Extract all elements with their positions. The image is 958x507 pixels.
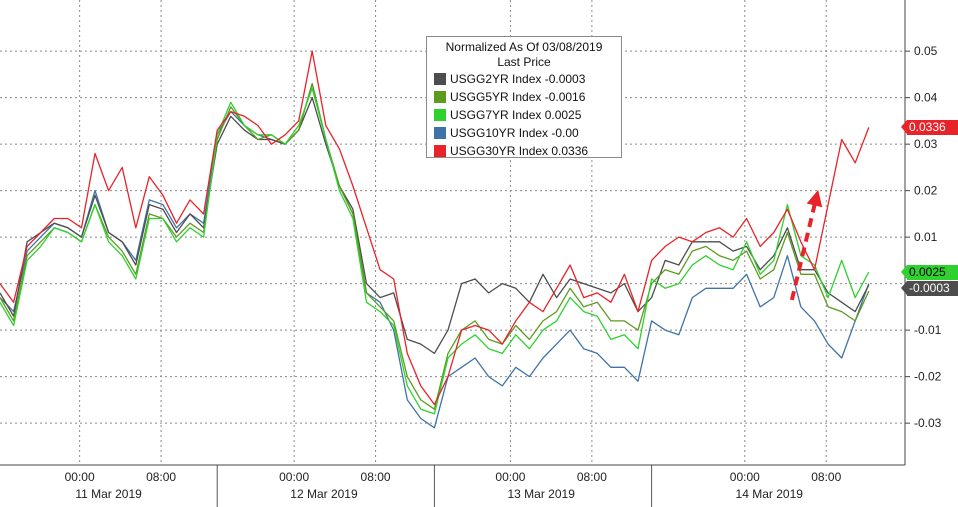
x-tick-label: 08:00 [361, 470, 391, 484]
y-tick-labels: -0.03 -0.02 -0.01 0.01 0.02 0.03 0.04 0.05 [914, 44, 942, 430]
y-tick-label: 0.05 [914, 44, 938, 58]
legend-title-line2: Last Price [497, 55, 551, 69]
grid-lines [0, 0, 905, 465]
legend-label: USGG5YR Index -0.0016 [450, 90, 586, 104]
legend-swatch [434, 91, 446, 103]
legend-swatch [434, 127, 446, 139]
date-label: 14 Mar 2019 [736, 487, 804, 501]
legend-entry-usgg5yr: USGG5YR Index -0.0016 [427, 88, 621, 106]
x-tick-label: 08:00 [811, 470, 841, 484]
legend-title-line1: Normalized As Of 03/08/2019 [445, 40, 603, 54]
x-tick-label: 00:00 [495, 470, 525, 484]
y-tick-label: 0.03 [914, 137, 938, 151]
series-lines [0, 50, 870, 429]
legend-entry-usgg2yr: USGG2YR Index -0.0003 [427, 70, 621, 88]
y-tick-label: 0.04 [914, 91, 938, 105]
arrow-head [806, 189, 823, 208]
last-price-label-usgg30yr: 0.0336 [901, 119, 958, 135]
y-tick-label: -0.02 [914, 370, 942, 384]
y-tick-label: 0.01 [914, 230, 938, 244]
legend-entry-usgg10yr: USGG10YR Index -0.00 [427, 124, 621, 142]
series-line-usgg5yr [0, 83, 870, 410]
legend-title: Normalized As Of 03/08/2019 Last Price [427, 37, 621, 70]
x-tick-label: 00:00 [65, 470, 95, 484]
legend-label: USGG7YR Index 0.0025 [450, 108, 582, 122]
x-tick-labels: 00:00 08:00 00:00 08:00 00:00 08:00 00:00 08:00… [65, 470, 842, 501]
series-line-usgg30yr [0, 50, 870, 406]
x-tick-label: 00:00 [730, 470, 760, 484]
arrow-shaft [789, 197, 819, 301]
legend-label: USGG2YR Index -0.0003 [450, 72, 586, 86]
y-tick-label: -0.03 [914, 416, 942, 430]
last-price-label-usgg2yr: -0.0003 [901, 281, 958, 297]
series-line-usgg10yr [0, 83, 870, 429]
date-label: 11 Mar 2019 [75, 487, 142, 501]
annotation-arrow [789, 189, 823, 301]
x-tick-label: 00:00 [279, 470, 309, 484]
legend-swatch [434, 109, 446, 121]
x-tick-label: 08:00 [577, 470, 607, 484]
series-line-usgg2yr [0, 96, 870, 355]
legend-swatch [434, 145, 446, 157]
date-label: 13 Mar 2019 [507, 487, 575, 501]
legend-label: USGG30YR Index 0.0336 [450, 144, 589, 158]
legend-swatch [434, 73, 446, 85]
legend-label: USGG10YR Index -0.00 [450, 126, 579, 140]
axes [0, 0, 910, 507]
x-tick-label: 08:00 [146, 470, 176, 484]
y-tick-label: 0.02 [914, 184, 938, 198]
y-tick-label: -0.01 [914, 323, 942, 337]
legend-entry-usgg7yr: USGG7YR Index 0.0025 [427, 106, 621, 124]
series-line-usgg7yr [0, 87, 870, 415]
chart-legend: Normalized As Of 03/08/2019 Last Price U… [426, 36, 622, 158]
last-price-label-usgg7yr: 0.0025 [901, 264, 958, 280]
date-label: 12 Mar 2019 [290, 487, 358, 501]
legend-entry-usgg30yr: USGG30YR Index 0.0336 [427, 142, 621, 160]
legend-entries: USGG2YR Index -0.0003 USGG5YR Index -0.0… [427, 70, 621, 160]
